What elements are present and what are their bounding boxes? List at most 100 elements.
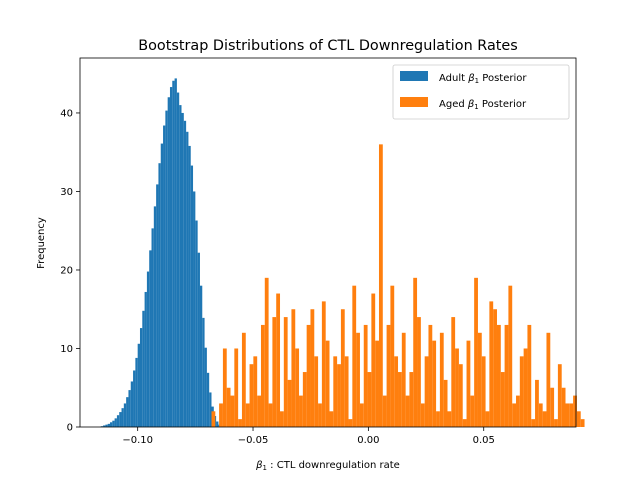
adult-histogram-bar bbox=[153, 206, 157, 427]
adult-histogram-bar bbox=[216, 421, 219, 427]
adult-histogram-bar bbox=[121, 408, 124, 427]
adult-histogram-bar bbox=[186, 131, 189, 428]
adult-histogram-bar bbox=[160, 143, 164, 427]
aged-histogram-bar bbox=[516, 395, 520, 427]
adult-histogram-bar bbox=[114, 418, 117, 427]
aged-histogram-bar bbox=[519, 356, 524, 427]
aged-histogram-bar bbox=[466, 340, 471, 427]
aged-histogram-bar bbox=[523, 348, 528, 427]
adult-histogram-bar bbox=[151, 228, 154, 427]
aged-histogram-bar bbox=[382, 395, 387, 427]
adult-histogram-bar bbox=[206, 372, 210, 427]
y-axis: 0 10 20 30 40 bbox=[60, 108, 80, 434]
aged-histogram-bar bbox=[310, 309, 315, 427]
aged-histogram-bar bbox=[348, 419, 353, 427]
adult-histogram-bar bbox=[183, 120, 187, 428]
y-tick-label: 20 bbox=[60, 265, 73, 276]
adult-histogram-bar bbox=[107, 423, 110, 427]
aged-histogram-bar bbox=[458, 364, 463, 427]
aged-histogram-bar bbox=[401, 332, 406, 427]
aged-histogram-bar bbox=[405, 395, 410, 427]
aged-histogram-bar bbox=[249, 364, 254, 427]
adult-histogram-bar bbox=[204, 347, 207, 427]
legend-adult-suffix: Posterior bbox=[479, 73, 527, 84]
aged-histogram-bar bbox=[253, 356, 258, 427]
aged-histogram-bar bbox=[535, 379, 539, 427]
aged-histogram-bar bbox=[222, 348, 227, 427]
adult-histogram-bar bbox=[116, 415, 120, 427]
aged-histogram-bar bbox=[420, 403, 425, 427]
aged-histogram-bar bbox=[340, 309, 345, 427]
adult-histogram-bar bbox=[188, 145, 191, 427]
adult-histogram-bar bbox=[179, 105, 182, 427]
aged-histogram-bar bbox=[508, 285, 513, 427]
x-axis-label-subscript: 1 bbox=[263, 464, 267, 472]
legend-adult-subscript: 1 bbox=[475, 77, 479, 85]
adult-histogram-bar bbox=[105, 424, 108, 427]
adult-histogram-bar bbox=[181, 112, 184, 427]
aged-histogram-bar bbox=[291, 309, 296, 427]
aged-histogram-bar bbox=[356, 332, 360, 427]
aged-histogram-bar bbox=[573, 395, 577, 427]
aged-histogram-bar bbox=[496, 324, 501, 427]
aged-histogram-bar bbox=[283, 317, 288, 427]
x-tick-label: 0.00 bbox=[357, 435, 379, 446]
plot-frame bbox=[79, 57, 577, 428]
aged-histogram-bar bbox=[512, 403, 517, 427]
aged-histogram-bar bbox=[299, 395, 303, 427]
legend-aged-suffix: Posterior bbox=[479, 99, 527, 110]
aged-histogram-bar bbox=[352, 285, 357, 427]
aged-histogram-bar bbox=[378, 144, 383, 428]
aged-histogram-bar bbox=[238, 419, 242, 427]
adult-histogram-bar bbox=[158, 163, 161, 427]
legend-box bbox=[392, 64, 570, 120]
aged-histogram-bar bbox=[386, 324, 391, 427]
adult-histogram-bar bbox=[169, 87, 173, 427]
legend-label-adult: Adult β1 Posterior bbox=[439, 73, 527, 85]
aged-histogram-bar bbox=[276, 293, 281, 427]
adult-histogram-bar bbox=[174, 78, 177, 427]
adult-histogram-bar bbox=[167, 97, 170, 428]
aged-histogram-bar bbox=[413, 277, 418, 427]
legend-adult-beta: β bbox=[467, 73, 475, 84]
aged-histogram-bar bbox=[432, 340, 437, 427]
aged-histogram-bar bbox=[462, 419, 467, 427]
adult-histogram-bar bbox=[126, 397, 129, 427]
aged-histogram-bar bbox=[527, 324, 532, 427]
aged-histogram-bar bbox=[455, 348, 459, 427]
aged-histogram-bar bbox=[580, 419, 585, 427]
aged-histogram-bar bbox=[337, 364, 341, 427]
aged-histogram-bar bbox=[531, 419, 536, 427]
aged-histogram-bar bbox=[280, 411, 284, 427]
adult-histogram-bar bbox=[195, 220, 198, 427]
y-tick-label: 40 bbox=[60, 108, 73, 119]
aged-histogram-bar bbox=[211, 411, 216, 427]
adult-histogram-bar bbox=[123, 403, 127, 427]
x-tick-label: 0.05 bbox=[473, 435, 495, 446]
aged-histogram-bar bbox=[436, 411, 440, 427]
aged-histogram-bar bbox=[264, 277, 269, 427]
aged-histogram-bar bbox=[314, 356, 319, 427]
aged-histogram-bar bbox=[260, 324, 265, 427]
adult-histogram-bar bbox=[163, 125, 166, 427]
adult-histogram-bar bbox=[156, 184, 159, 427]
x-tick-label: −0.05 bbox=[238, 435, 269, 446]
aged-histogram-bar bbox=[409, 372, 414, 427]
adult-histogram-bar bbox=[149, 250, 152, 427]
aged-histogram-bar bbox=[306, 324, 311, 427]
aged-histogram-bar bbox=[219, 403, 223, 427]
aged-histogram-bar bbox=[504, 324, 509, 427]
aged-histogram-bar bbox=[447, 411, 452, 427]
aged-histogram-bar bbox=[443, 379, 448, 427]
aged-histogram-bar bbox=[481, 356, 486, 427]
y-tick-label: 30 bbox=[60, 187, 73, 198]
aged-histogram-bar bbox=[302, 372, 307, 427]
y-tick-label: 10 bbox=[60, 344, 73, 355]
adult-histogram-bar bbox=[209, 392, 212, 427]
adult-histogram-bar bbox=[197, 252, 200, 427]
aged-histogram-bar bbox=[576, 411, 581, 427]
legend: Adult β1 Posterior Aged β1 Posterior bbox=[392, 64, 570, 120]
adult-histogram-bar bbox=[146, 271, 150, 427]
adult-histogram-bar bbox=[137, 343, 140, 427]
adult-histogram-bar bbox=[142, 310, 145, 427]
